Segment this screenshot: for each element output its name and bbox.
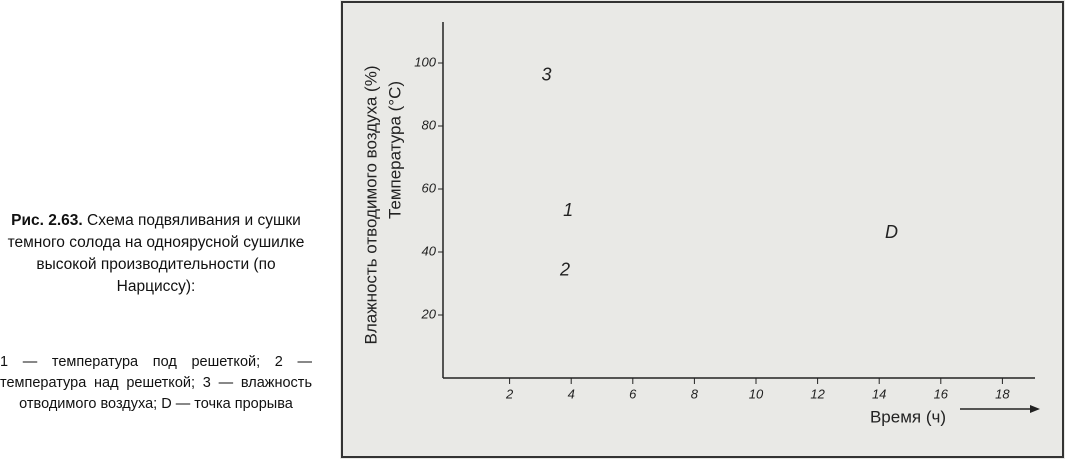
caption: Рис. 2.63. Схема подвяливания и сушки те… bbox=[0, 210, 312, 298]
y-tick-label: 20 bbox=[421, 306, 437, 321]
x-tick-label: 14 bbox=[872, 386, 886, 401]
curve-label: 1 bbox=[563, 200, 573, 220]
y-tick-label: 40 bbox=[422, 243, 437, 258]
x-axis-label: Время (ч) bbox=[870, 407, 946, 426]
caption-legend: 1 — температура под решеткой; 2 — темпер… bbox=[0, 354, 312, 412]
y-tick-label: 100 bbox=[414, 54, 436, 69]
x-tick-label: 16 bbox=[934, 386, 949, 401]
curve-label: 3 bbox=[542, 64, 552, 84]
x-tick-label: 6 bbox=[629, 386, 637, 401]
x-tick-label: 12 bbox=[810, 386, 825, 401]
curve-label: 2 bbox=[559, 260, 570, 280]
scan-border bbox=[341, 1, 1064, 458]
y-axis-label-2: Температура (°С) bbox=[385, 81, 404, 219]
y-tick-label: 80 bbox=[422, 117, 437, 132]
y-axis-label: Влажность отводимого воздуха (%) bbox=[361, 65, 380, 344]
caption-title: Схема подвяливания и сушки темного солод… bbox=[7, 212, 305, 295]
arrow-head bbox=[1030, 405, 1040, 413]
x-tick-label: 18 bbox=[995, 386, 1010, 401]
x-tick-label: 4 bbox=[568, 386, 575, 401]
figure-number: Рис. 2.63. bbox=[11, 212, 83, 229]
y-tick-label: 60 bbox=[422, 180, 437, 195]
x-tick-label: 8 bbox=[691, 386, 699, 401]
scan-background bbox=[340, 0, 1065, 459]
x-tick-label: 2 bbox=[505, 386, 514, 401]
x-tick-label: 10 bbox=[749, 386, 764, 401]
annotation: D bbox=[885, 222, 898, 242]
